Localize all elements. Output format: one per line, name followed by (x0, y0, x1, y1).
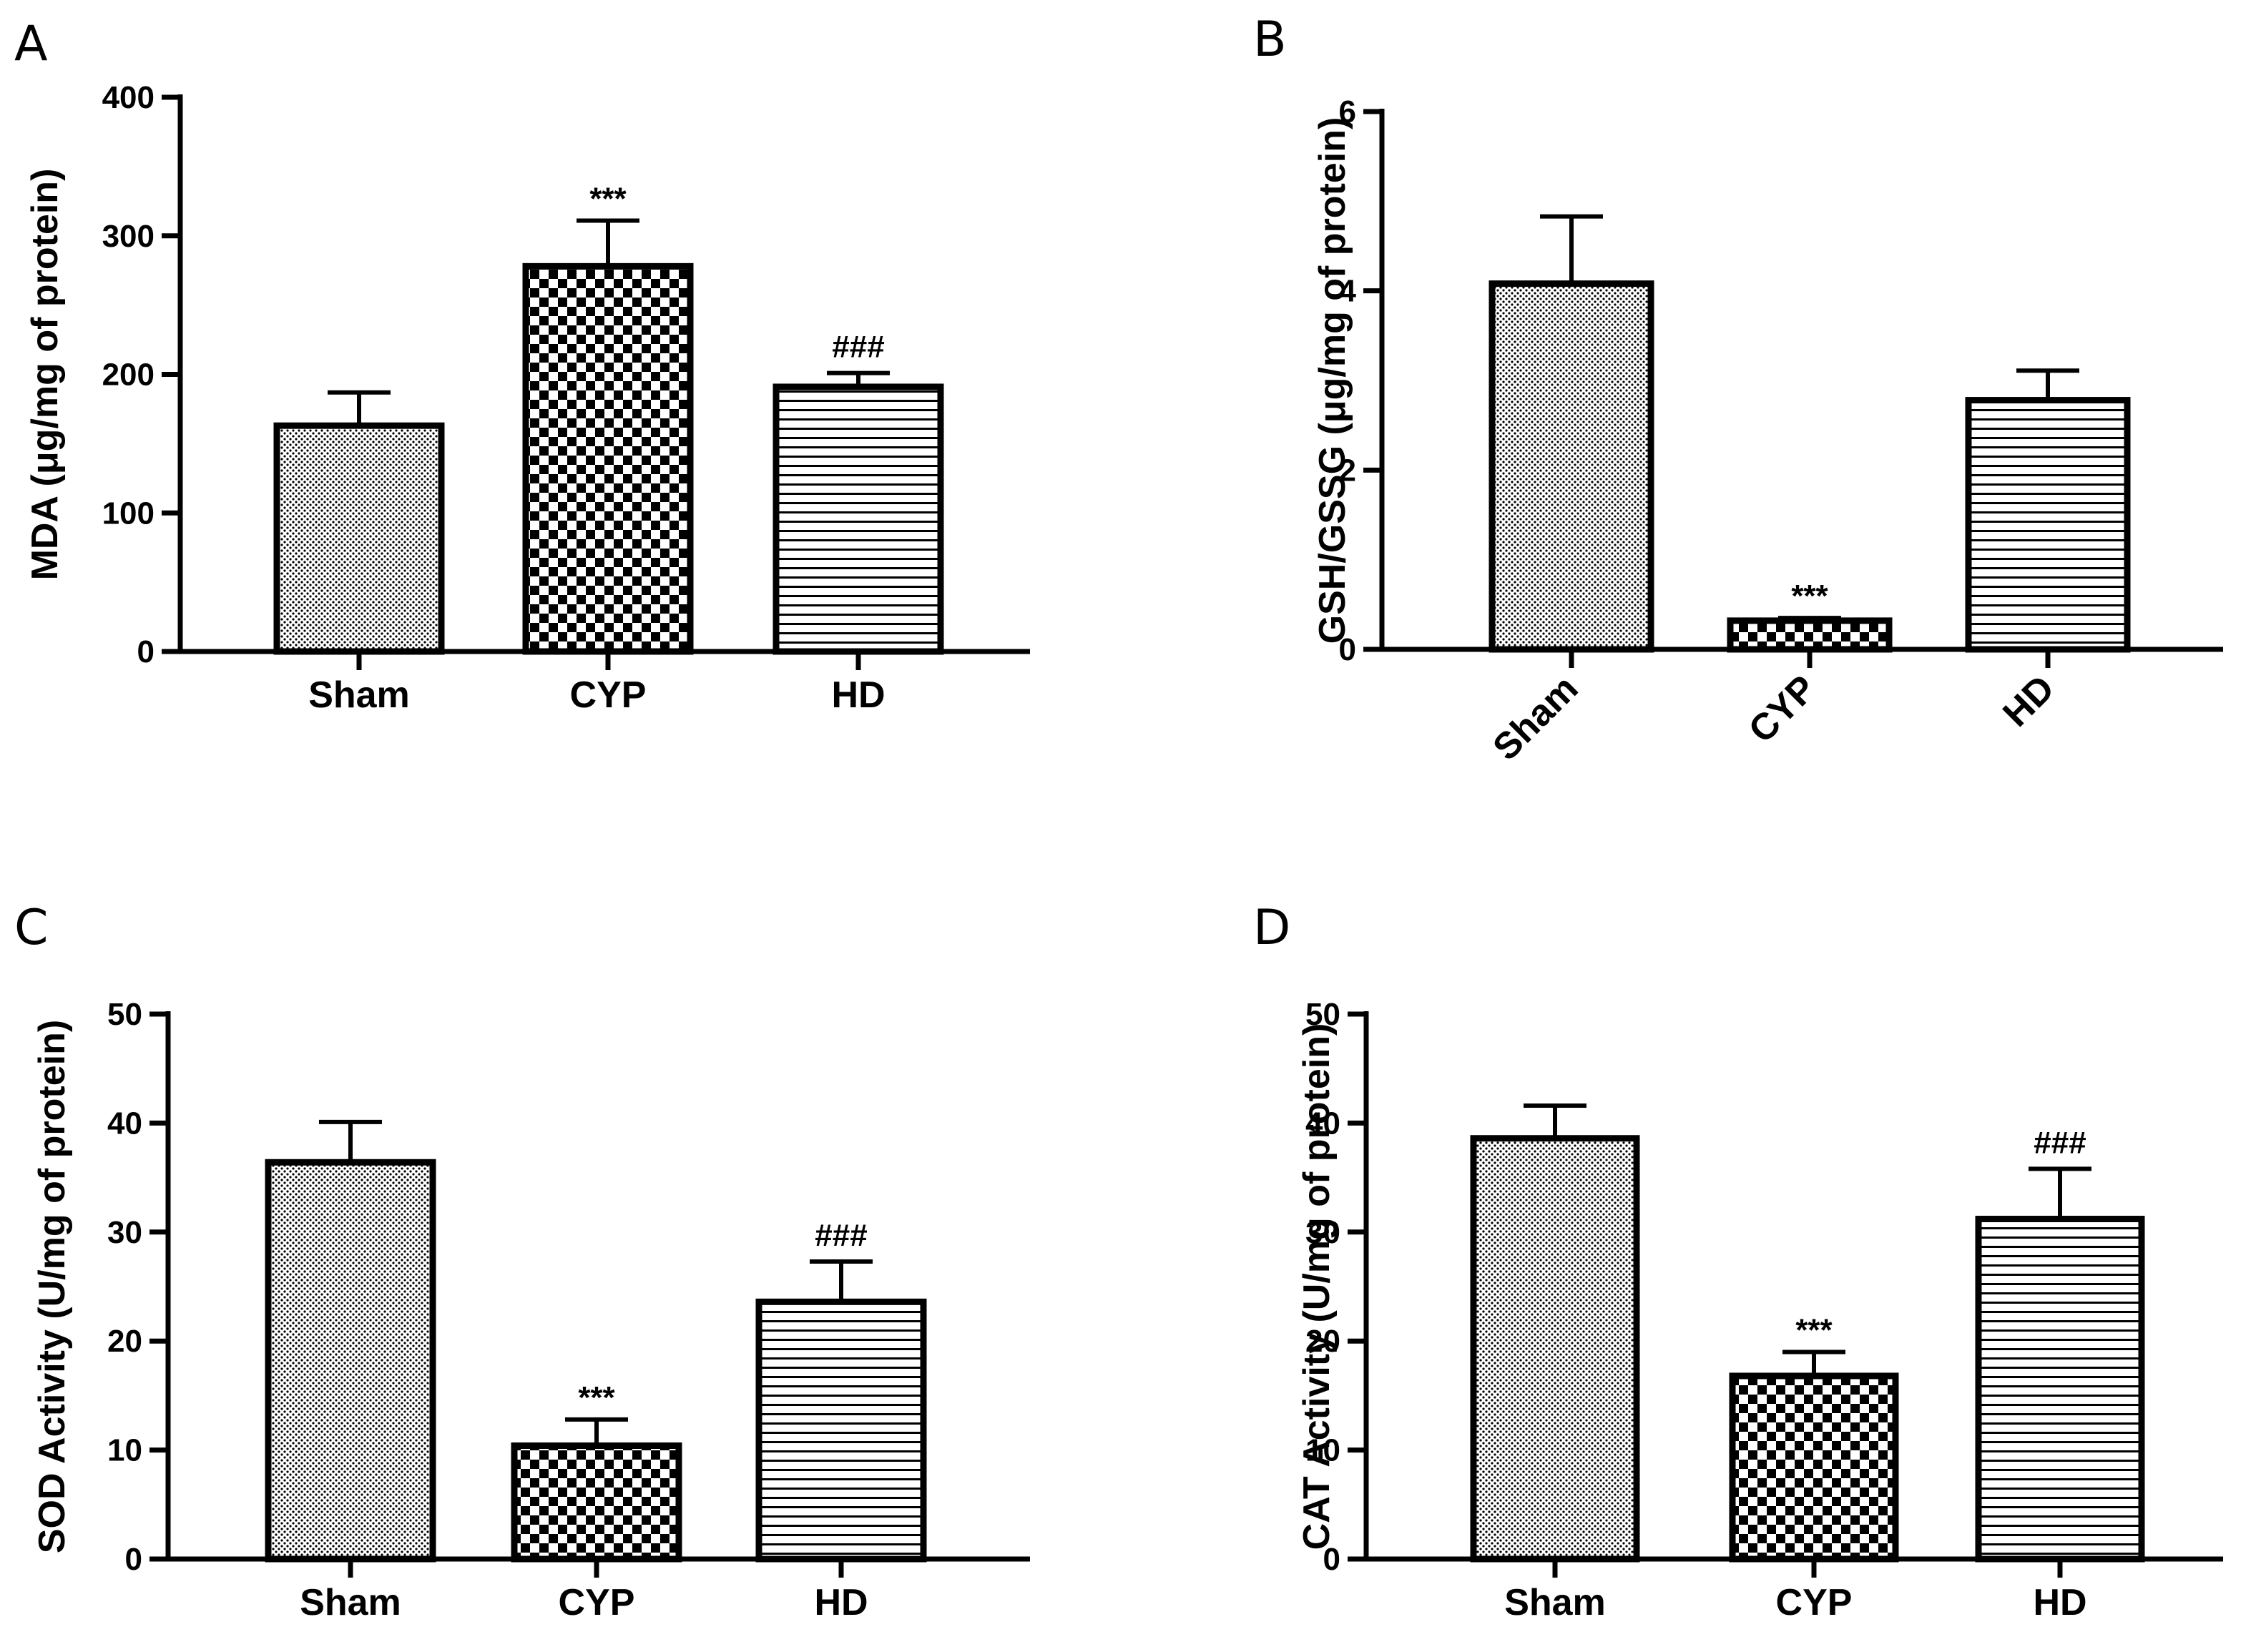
bar-hd (1965, 397, 2131, 653)
panel-d: D *** ### 0 10 20 30 40 50 Sham CYP HD CAT Activity … (1253, 900, 2223, 1623)
x-tick-label: Sham (1504, 1582, 1606, 1623)
bar-sham (1470, 1135, 1640, 1563)
y-tick-label: 50 (1305, 997, 1340, 1032)
panel-b: B *** 0 2 4 6 Sham CYP HD GSH/GSSG (μg/mg of prot… (1253, 11, 2223, 769)
significance-label: *** (1791, 579, 1828, 614)
x-tick-label: CYP (570, 674, 647, 716)
y-tick-label: 6 (1339, 94, 1356, 129)
x-tick-label: CYP (1776, 1582, 1853, 1623)
y-tick-label: 0 (1339, 632, 1356, 667)
bar-sham (273, 422, 445, 655)
significance-label: ### (815, 1218, 867, 1253)
y-tick-label: 300 (102, 219, 155, 254)
y-tick-label: 20 (1305, 1324, 1340, 1359)
y-axis-label: CAT Activity (U/mg of protein) (1296, 1023, 1338, 1550)
bar-cyp (522, 262, 694, 655)
y-tick-label: 50 (107, 997, 142, 1032)
panel-letter: B (1253, 11, 1287, 68)
bar-hd (755, 1298, 927, 1563)
y-axis-label: SOD Activity (U/mg of protein) (31, 1020, 73, 1553)
y-tick-label: 30 (107, 1215, 142, 1250)
significance-label: *** (1795, 1312, 1833, 1347)
y-axis-label: GSH/GSSG (μg/mg of protein) (1312, 117, 1353, 644)
significance-label: ### (2034, 1125, 2086, 1160)
y-tick-label: 0 (1323, 1542, 1340, 1577)
significance-label: *** (589, 181, 627, 216)
y-tick-label: 4 (1339, 274, 1357, 309)
x-tick-label: HD (1995, 667, 2062, 734)
x-tick-label: Sham (1485, 667, 1586, 768)
bar-sham (265, 1159, 436, 1563)
x-tick-label: HD (831, 674, 885, 716)
y-tick-label: 0 (137, 634, 155, 669)
x-tick-label: HD (2033, 1582, 2086, 1623)
bar-cyp (511, 1442, 682, 1563)
bar-hd (1975, 1216, 2145, 1563)
significance-label: *** (578, 1380, 615, 1415)
y-tick-label: 400 (102, 80, 155, 115)
y-tick-label: 0 (125, 1542, 142, 1577)
panel-c: C *** ### 0 10 20 30 40 50 Sham CYP HD SOD Activity … (14, 900, 1030, 1623)
x-tick-label: HD (814, 1582, 868, 1623)
x-tick-label: CYP (1741, 667, 1825, 751)
y-tick-label: 10 (1305, 1433, 1340, 1468)
y-tick-label: 40 (107, 1106, 142, 1141)
panel-letter: C (14, 900, 48, 956)
bar-hd (773, 383, 944, 655)
y-tick-label: 40 (1305, 1106, 1340, 1141)
panel-a: A *** ### 0 100 200 300 400 Sham CYP HD MDA (μg/mg … (14, 16, 1030, 716)
bar-cyp (1729, 1372, 1899, 1563)
y-tick-label: 10 (107, 1433, 142, 1468)
bar-cyp (1727, 617, 1893, 653)
y-tick-label: 100 (102, 496, 155, 531)
panel-letter: D (1253, 900, 1290, 956)
x-tick-label: Sham (308, 674, 410, 716)
y-tick-label: 30 (1305, 1215, 1340, 1250)
significance-label: ### (832, 330, 884, 365)
x-tick-label: Sham (300, 1582, 401, 1623)
y-tick-label: 20 (107, 1324, 142, 1359)
x-tick-label: CYP (559, 1582, 635, 1623)
bar-sham (1488, 280, 1654, 653)
y-axis-label: MDA (μg/mg of protein) (24, 169, 66, 581)
y-tick-label: 200 (102, 358, 155, 393)
panel-letter: A (14, 16, 48, 72)
y-tick-label: 2 (1339, 453, 1356, 488)
